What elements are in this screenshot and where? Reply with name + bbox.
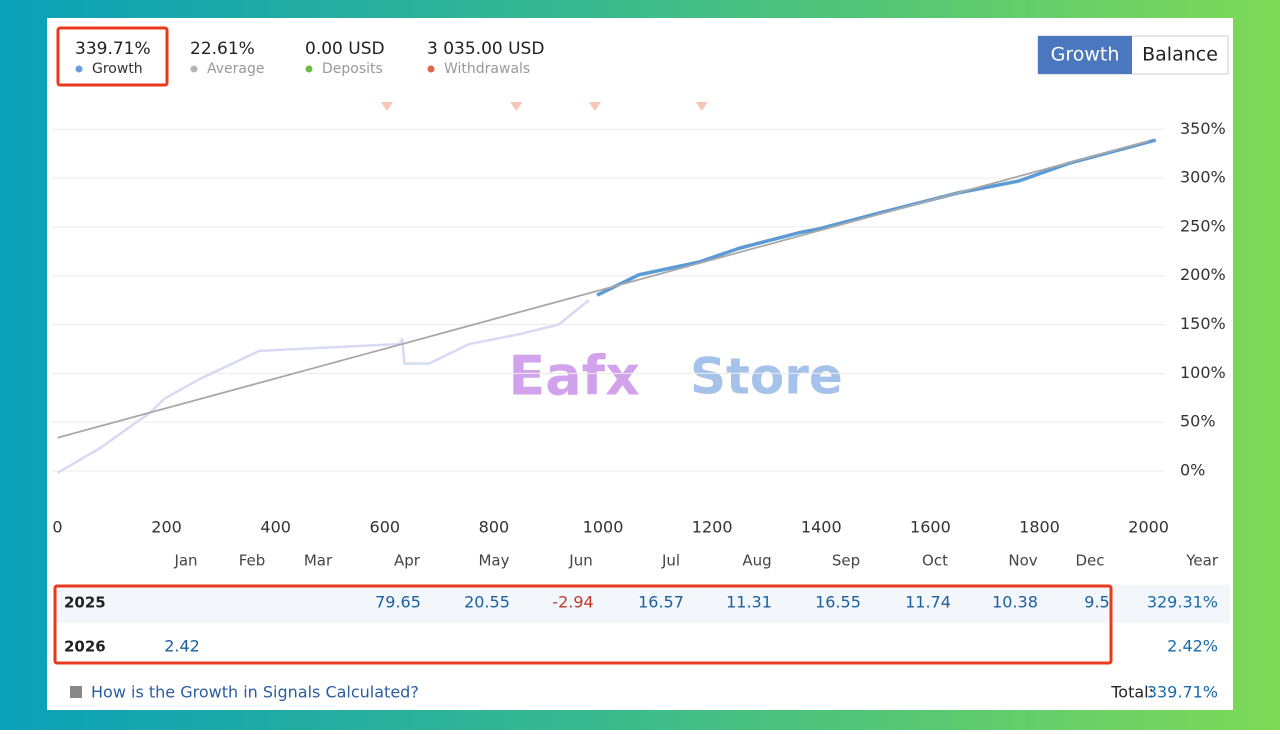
stat-dot [427,65,435,73]
stat-label: Average [207,61,265,77]
tab-active-bg [1038,36,1132,74]
highlight-box [56,26,169,87]
month-header: Sep [832,552,860,570]
watermark: Store [690,348,843,406]
month-header: Dec [1075,552,1104,570]
month-header: Year [1185,552,1219,570]
series-line [57,140,1149,439]
x-tick-label: 0 [52,518,62,537]
withdrawal-marker [510,102,523,111]
x-tick-label: 800 [479,518,510,537]
row-year: 2025 [64,594,106,612]
x-tick-label: 1800 [1019,518,1060,537]
y-tick-label: 0% [1180,460,1205,479]
month-header: Nov [1008,552,1037,570]
help-link[interactable]: How is the Growth in Signals Calculated? [91,683,419,702]
withdrawal-marker [695,102,708,111]
x-tick-label: 2000 [1128,518,1169,537]
month-header: Aug [742,552,771,570]
x-tick-label: 1000 [583,518,624,537]
year-total: 329.31% [1147,593,1218,612]
stat-value: 339.71% [75,39,151,59]
stat-value: 3 035.00 USD [427,39,544,59]
y-tick-label: 150% [1180,314,1226,333]
x-tick-label: 200 [151,518,182,537]
month-header: Feb [239,552,266,570]
month-value: 11.31 [726,593,772,612]
x-tick-label: 400 [260,518,291,537]
month-header: Apr [394,552,421,570]
stat-label: Deposits [322,61,383,77]
stat-dot [75,65,83,73]
row-year: 2026 [64,638,106,656]
month-header: Oct [922,552,948,570]
month-header: May [478,552,509,570]
stat-dot [305,65,313,73]
x-tick-label: 1400 [801,518,842,537]
stat-value: 22.61% [190,39,255,59]
month-value: 16.55 [815,593,861,612]
x-tick-label: 1200 [692,518,733,537]
month-value: 20.55 [464,593,510,612]
stat-dot [190,65,198,73]
help-icon [70,686,82,698]
month-header: Jan [173,552,197,570]
y-tick-label: 250% [1180,216,1226,235]
total-label: Total: [1110,683,1154,702]
month-value: 16.57 [638,593,684,612]
y-tick-label: 300% [1180,168,1226,187]
month-header: Jul [661,552,680,570]
stat-label: Withdrawals [444,61,530,77]
series-line [596,138,1157,297]
x-tick-label: 600 [370,518,401,537]
stat-label: Growth [92,61,143,77]
y-tick-label: 100% [1180,363,1226,382]
month-value: 10.38 [992,593,1038,612]
y-tick-label: 350% [1180,119,1226,138]
month-value: 11.74 [905,593,951,612]
month-header: Jun [568,552,592,570]
month-value: -2.94 [552,593,593,612]
month-header: Mar [304,552,333,570]
withdrawal-marker [380,102,393,111]
year-total: 2.42% [1167,637,1218,656]
x-tick-label: 1600 [910,518,951,537]
tab[interactable]: Balance [1142,44,1218,66]
total-value: 339.71% [1147,683,1218,702]
y-tick-label: 200% [1180,265,1226,284]
tab[interactable]: Growth [1051,44,1120,66]
withdrawal-marker [588,102,601,111]
month-value: 9.5 [1084,593,1109,612]
row-band [54,585,1230,623]
month-value: 79.65 [375,593,421,612]
y-tick-label: 50% [1180,412,1216,431]
highlight-box [53,584,1113,665]
stat-value: 0.00 USD [305,39,385,59]
month-value: 2.42 [164,637,200,656]
watermark: Eafx [508,345,640,408]
